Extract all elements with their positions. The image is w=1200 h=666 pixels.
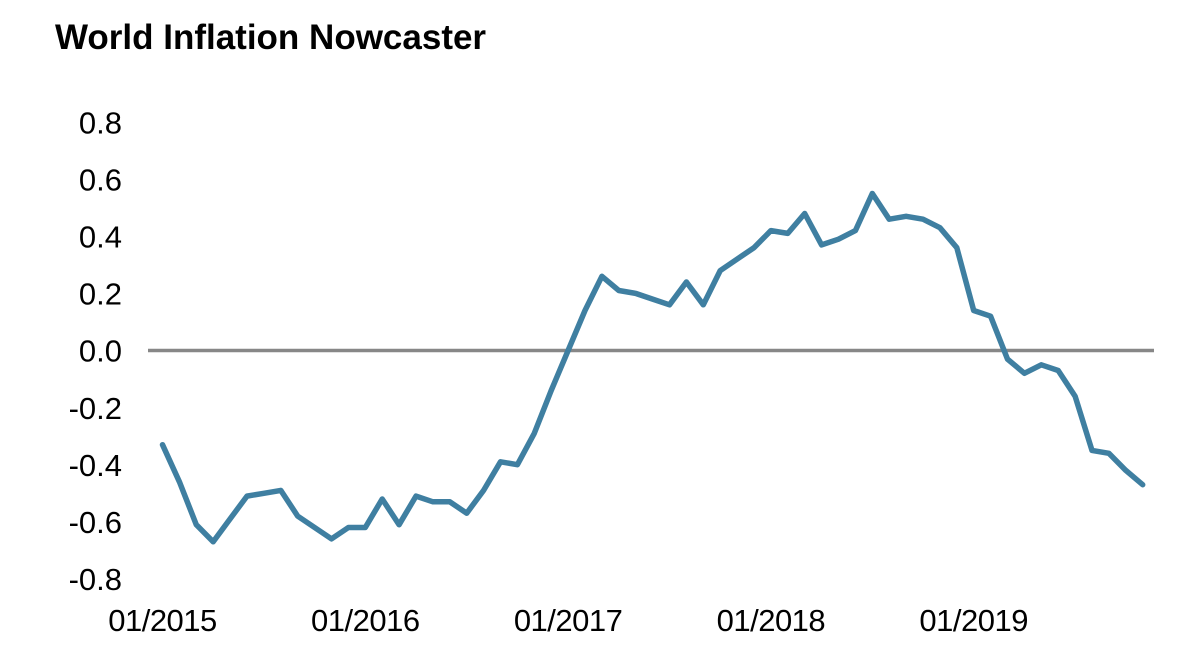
y-axis-tick-label: -0.6 [69, 505, 122, 540]
chart-title: World Inflation Nowcaster [55, 18, 487, 57]
x-axis-tick-label: 01/2017 [514, 603, 623, 638]
y-axis-tick-label: 0.2 [79, 277, 122, 312]
y-axis-tick-label: -0.4 [69, 448, 122, 483]
y-axis-tick-label: -0.8 [69, 562, 122, 597]
x-axis-tick-label: 01/2015 [108, 603, 217, 638]
x-axis-tick-label: 01/2018 [717, 603, 826, 638]
x-axis-tick-label: 01/2019 [919, 603, 1028, 638]
y-axis-tick-label: 0.0 [79, 334, 122, 369]
y-axis-tick-label: 0.8 [79, 105, 122, 140]
y-axis-tick-label: 0.6 [79, 162, 122, 197]
y-axis-tick-label: 0.4 [79, 219, 122, 254]
x-axis-tick-label: 01/2016 [311, 603, 420, 638]
series-line [159, 190, 1146, 545]
y-axis-tick-label: -0.2 [69, 391, 122, 426]
